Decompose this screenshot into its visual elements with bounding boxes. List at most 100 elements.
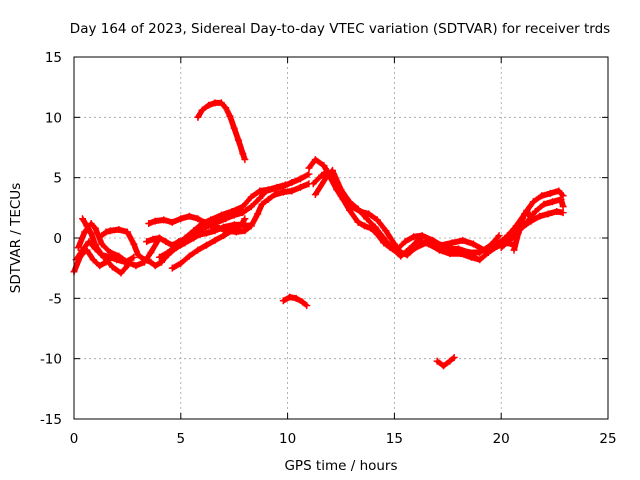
data-point	[198, 220, 206, 228]
data-point	[91, 241, 99, 249]
data-point	[98, 240, 106, 248]
data-point	[288, 178, 296, 186]
data-point	[130, 253, 138, 261]
data-point	[149, 235, 157, 243]
data-point	[102, 228, 110, 236]
x-tick-label: 5	[177, 431, 186, 447]
data-point	[346, 198, 354, 206]
data-point	[467, 253, 475, 261]
data-point	[217, 99, 225, 107]
data-point	[185, 212, 193, 220]
data-point	[380, 234, 388, 242]
data-point	[476, 256, 484, 264]
data-point	[365, 210, 373, 218]
data-point	[459, 236, 467, 244]
data-point	[215, 224, 223, 232]
data-point	[322, 174, 330, 182]
data-point	[437, 241, 445, 249]
data-point	[279, 188, 287, 196]
data-point	[155, 253, 163, 261]
data-point	[328, 166, 336, 174]
series-track-8	[155, 181, 289, 261]
data-point	[299, 298, 307, 306]
data-point	[256, 187, 264, 195]
data-point	[143, 238, 151, 246]
data-point	[202, 241, 210, 249]
data-point	[273, 183, 281, 191]
data-point	[425, 240, 433, 248]
data-point	[147, 248, 155, 256]
data-point	[337, 186, 345, 194]
data-point	[346, 206, 354, 214]
data-point	[173, 241, 181, 249]
data-point	[87, 229, 95, 237]
data-point	[113, 256, 121, 264]
data-point	[83, 222, 91, 230]
data-point	[495, 232, 503, 240]
data-point	[559, 192, 567, 200]
series-track-6	[145, 180, 313, 236]
grid	[74, 57, 608, 419]
data-point	[429, 236, 437, 244]
data-point	[98, 251, 106, 259]
data-point	[230, 124, 238, 132]
data-point	[226, 112, 234, 120]
x-axis-label: GPS time / hours	[284, 458, 397, 474]
data-point	[241, 215, 249, 223]
data-point	[514, 229, 522, 237]
data-point	[237, 222, 245, 230]
data-point	[98, 232, 106, 240]
data-point	[164, 248, 172, 256]
data-point	[234, 136, 242, 144]
data-point	[211, 236, 219, 244]
data-point	[220, 232, 228, 240]
data-point	[247, 193, 255, 201]
data-point	[123, 228, 131, 236]
y-tick-label: -5	[49, 291, 62, 307]
data-point	[363, 215, 371, 223]
data-point	[523, 206, 531, 214]
y-tick-label: 0	[53, 231, 62, 247]
data-point	[155, 234, 163, 242]
data-point	[480, 246, 488, 254]
data-point	[504, 232, 512, 240]
data-point	[401, 238, 409, 246]
data-point	[544, 210, 552, 218]
data-point	[194, 113, 202, 121]
data-point	[207, 216, 215, 224]
data-point	[205, 101, 213, 109]
series-track-9	[168, 215, 249, 272]
data-point	[373, 216, 381, 224]
data-point	[106, 253, 114, 261]
data-point	[548, 198, 556, 206]
data-point	[397, 252, 405, 260]
data-point	[360, 222, 368, 230]
data-point	[469, 240, 477, 248]
data-point	[448, 239, 456, 247]
y-tick-label: 5	[53, 171, 62, 187]
data-point	[264, 195, 272, 203]
data-point	[132, 262, 140, 270]
chart-title: Day 164 of 2023, Sidereal Day-to-day VTE…	[70, 21, 610, 37]
series-track-19	[510, 206, 535, 254]
data-point	[493, 240, 501, 248]
data-point	[279, 297, 287, 305]
data-point	[162, 238, 170, 246]
data-point	[134, 251, 142, 259]
data-point	[158, 258, 166, 266]
data-point	[239, 150, 247, 158]
data-point	[519, 215, 527, 223]
data-point	[87, 220, 95, 228]
data-point	[305, 170, 313, 178]
data-point	[303, 302, 311, 310]
data-point	[555, 187, 563, 195]
data-point	[228, 207, 236, 215]
series-track-7	[143, 170, 313, 249]
data-point	[538, 192, 546, 200]
data-point	[247, 222, 255, 230]
data-point	[450, 353, 458, 361]
x-tick-label: 10	[279, 431, 296, 447]
data-point	[435, 246, 443, 254]
data-point	[286, 293, 294, 301]
